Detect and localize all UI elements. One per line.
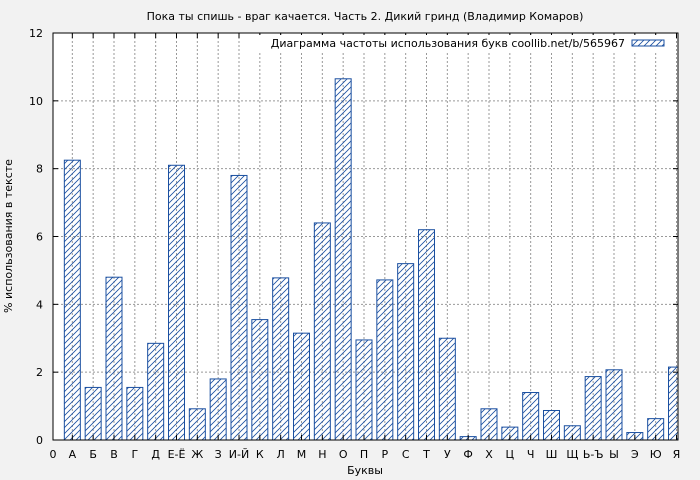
bar bbox=[126, 386, 144, 441]
x-tick-label: Х bbox=[485, 448, 493, 461]
x-tick-label: В bbox=[110, 448, 118, 461]
x-tick-label: М bbox=[297, 448, 307, 461]
y-tick-label: 10 bbox=[29, 95, 43, 108]
y-tick-label: 12 bbox=[29, 27, 43, 40]
bar bbox=[63, 159, 81, 441]
x-tick-label: Г bbox=[131, 448, 138, 461]
bar bbox=[438, 337, 456, 441]
x-tick-label: С bbox=[402, 448, 410, 461]
x-tick-label: Ф bbox=[463, 448, 472, 461]
y-tick-label: 4 bbox=[36, 298, 43, 311]
x-tick-label: 0 bbox=[50, 448, 57, 461]
bar bbox=[584, 376, 602, 441]
bar bbox=[313, 222, 331, 441]
x-tick-label: К bbox=[256, 448, 264, 461]
bar bbox=[397, 263, 415, 441]
bar bbox=[209, 378, 227, 441]
x-tick-label: Ы bbox=[609, 448, 619, 461]
y-tick-label: 8 bbox=[36, 163, 43, 176]
x-tick-label: Д bbox=[151, 448, 160, 461]
x-tick-label: Ю bbox=[650, 448, 662, 461]
y-tick-label: 2 bbox=[36, 366, 43, 379]
bar bbox=[522, 392, 540, 441]
x-tick-label: Ч bbox=[527, 448, 535, 461]
x-tick-label: А bbox=[69, 448, 77, 461]
bar bbox=[334, 78, 352, 441]
x-tick-label: Л bbox=[277, 448, 285, 461]
x-tick-label: Ж bbox=[191, 448, 203, 461]
x-tick-label: Ь-Ъ bbox=[583, 448, 604, 461]
x-tick-label: Ш bbox=[546, 448, 558, 461]
bar bbox=[293, 332, 310, 441]
x-tick-label: Ц bbox=[506, 448, 515, 461]
legend-swatch bbox=[631, 39, 665, 47]
bar bbox=[668, 366, 679, 441]
bar bbox=[355, 339, 373, 441]
bar bbox=[84, 386, 102, 441]
bar bbox=[272, 277, 290, 441]
bar bbox=[105, 276, 123, 441]
x-tick-label: Я bbox=[673, 448, 681, 461]
x-tick-label: О bbox=[339, 448, 348, 461]
bar bbox=[147, 342, 165, 441]
x-tick-label: З bbox=[215, 448, 222, 461]
y-tick-label: 6 bbox=[36, 231, 43, 244]
x-tick-label: И-Й bbox=[229, 448, 249, 461]
legend-label: Диаграмма частоты использования букв coo… bbox=[271, 37, 625, 50]
x-tick-label: Щ bbox=[566, 448, 578, 461]
bar bbox=[230, 174, 248, 441]
x-axis-label: Буквы bbox=[347, 464, 383, 477]
y-axis-label: % использования в тексте bbox=[2, 159, 15, 313]
x-tick-label: Н bbox=[318, 448, 326, 461]
bar bbox=[376, 279, 394, 441]
bar bbox=[418, 229, 435, 441]
bar bbox=[251, 319, 269, 441]
bar bbox=[168, 164, 185, 441]
x-tick-label: П bbox=[360, 448, 368, 461]
x-tick-label: Э bbox=[631, 448, 639, 461]
x-tick-label: Е-Ё bbox=[168, 448, 186, 461]
x-tick-label: У bbox=[444, 448, 451, 461]
y-tick-label: 0 bbox=[36, 434, 43, 447]
legend-box bbox=[240, 35, 672, 51]
x-tick-label: Т bbox=[422, 448, 430, 461]
bar bbox=[605, 369, 623, 441]
chart-title: Пока ты спишь - враг качается. Часть 2. … bbox=[147, 10, 584, 23]
x-tick-label: Р bbox=[382, 448, 389, 461]
x-tick-label: Б bbox=[89, 448, 97, 461]
